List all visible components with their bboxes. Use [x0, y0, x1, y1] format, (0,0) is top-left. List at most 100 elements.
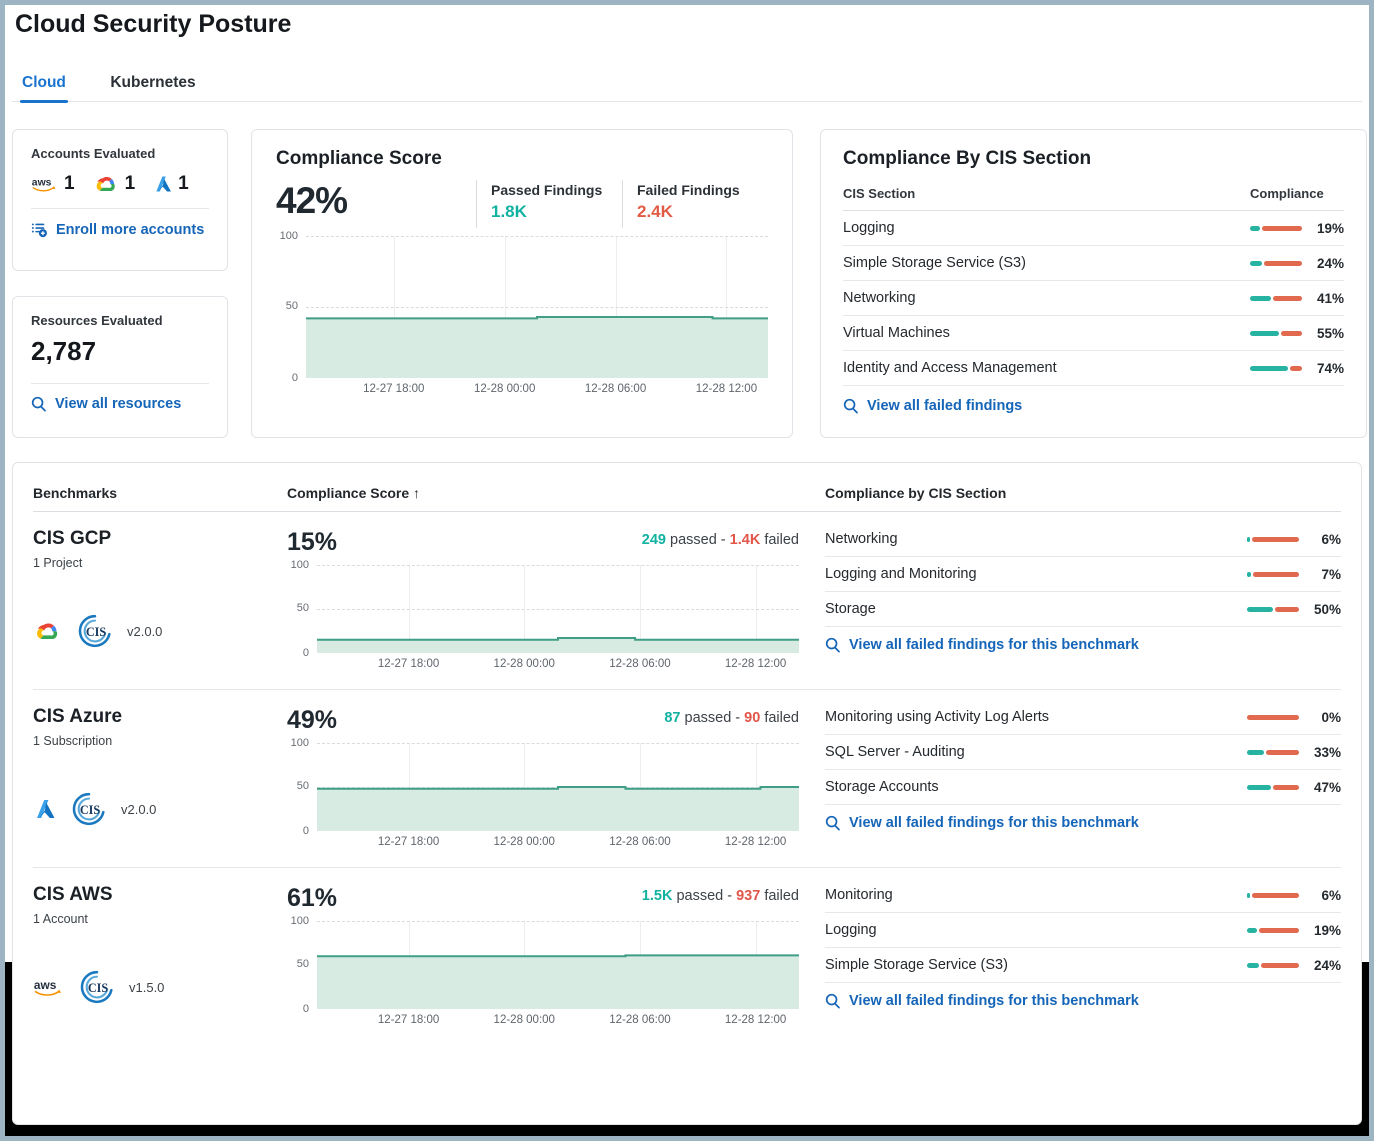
cis-section-label: Virtual Machines: [843, 325, 950, 341]
benchmark-logos: aws CIS v1.5.0: [33, 969, 261, 1031]
chart-plot-area: 12-27 18:00 12-28 00:00 12-28 06:00 12-28 1…: [306, 236, 768, 395]
cis-section-label: Simple Storage Service (S3): [843, 255, 1026, 271]
compliance-score-column-header[interactable]: Compliance Score ↑: [287, 485, 421, 501]
x-axis-tick: 12-28 00:00: [493, 1014, 555, 1026]
resources-evaluated-card: Resources Evaluated 2,787 View all resou…: [12, 296, 228, 438]
sort-ascending-icon: ↑: [413, 485, 421, 501]
benchmark-name: CIS Azure: [33, 706, 123, 727]
compliance-percent: 50%: [1313, 601, 1341, 617]
view-all-resources-link[interactable]: View all resources: [31, 396, 209, 412]
search-icon: [843, 398, 858, 414]
cis-logo-icon: CIS: [72, 792, 105, 826]
aws-logo-icon: aws: [34, 978, 61, 996]
cis-section-row: Logging 19%: [825, 913, 1341, 948]
benchmark-cis-sections: Monitoring 6% Logging 19% Simple Storage S…: [825, 884, 1341, 1031]
compliance-bar: [1247, 606, 1299, 612]
compliance-bar: [1247, 571, 1299, 577]
compliance-by-cis-section-title: Compliance By CIS Section: [843, 148, 1092, 169]
y-axis-labels: 100 50 0: [279, 230, 298, 384]
compliance-bar: [1250, 295, 1302, 301]
cis-section-row: Identity and Access Management 74%: [843, 351, 1344, 386]
compliance-percent: 24%: [1313, 957, 1341, 973]
svg-text:aws: aws: [34, 978, 57, 992]
compliance-bar: [1247, 749, 1299, 755]
view-failed-findings-benchmark-link[interactable]: View all failed findings for this benchm…: [825, 637, 1341, 653]
compliance-bar: [1250, 365, 1302, 371]
compliance-bar: [1247, 962, 1299, 968]
cis-section-row: Virtual Machines 55%: [843, 316, 1344, 351]
failed-findings-stat: Failed Findings 2.4K: [622, 180, 768, 228]
benchmarks-column-header: Benchmarks: [33, 485, 118, 501]
benchmark-scope: 1 Project: [33, 556, 83, 570]
failed-findings-value: 2.4K: [637, 202, 673, 221]
accounts-evaluated-title: Accounts Evaluated: [31, 146, 156, 161]
resources-count: 2,787: [31, 336, 97, 366]
cis-section-row: Networking 41%: [843, 281, 1344, 316]
x-axis-tick: 12-28 12:00: [724, 1014, 787, 1026]
cis-logo-icon: CIS: [78, 614, 111, 648]
cis-table-header: CIS Section Compliance: [843, 186, 1344, 211]
compliance-bar: [1247, 927, 1299, 933]
compliance-percent: 19%: [1313, 922, 1341, 938]
benchmarks-card: Benchmarks Compliance Score ↑ Compliance…: [12, 462, 1362, 1125]
divider: [31, 383, 209, 384]
compliance-percent: 6%: [1321, 531, 1341, 547]
chart-plot-area: 12-27 18:00 12-28 00:00 12-28 06:00 12-28 1…: [317, 565, 799, 670]
benchmark-rows: CIS GCP 1 Project CIS v2.0.0 15% 249 pas…: [33, 512, 1341, 1045]
x-axis-tick: 12-28 00:00: [473, 383, 536, 395]
tab-bar: Cloud Kubernetes: [12, 68, 1362, 103]
benchmark-logos: CIS v2.0.0: [33, 791, 261, 853]
cis-section-row: Networking 6%: [825, 522, 1341, 557]
benchmark-passed-failed: 1.5K passed - 937 failed: [641, 888, 799, 904]
x-axis-tick: 12-28 06:00: [609, 658, 671, 670]
benchmark-name: CIS AWS: [33, 884, 113, 905]
search-icon: [31, 396, 46, 412]
compliance-score-card: Compliance Score 42% Passed Findings 1.8…: [251, 129, 793, 438]
provider-count-gcp: 1: [93, 173, 135, 195]
benchmark-row-gcp: CIS GCP 1 Project CIS v2.0.0 15% 249 pas…: [33, 512, 1341, 690]
compliance-percent: 74%: [1316, 360, 1344, 376]
benchmark-score: 15%: [287, 528, 338, 556]
cis-section-row: Logging and Monitoring 7%: [825, 557, 1341, 592]
svg-text:CIS: CIS: [80, 803, 101, 817]
compliance-percent: 19%: [1316, 220, 1344, 236]
compliance-by-cis-section-card: Compliance By CIS Section CIS Section Co…: [820, 129, 1367, 438]
benchmark-scope: 1 Subscription: [33, 734, 113, 748]
cis-section-row: Simple Storage Service (S3) 24%: [825, 948, 1341, 983]
benchmark-score: 49%: [287, 706, 338, 734]
compliance-percent: 24%: [1316, 255, 1344, 271]
view-failed-findings-benchmark-link[interactable]: View all failed findings for this benchm…: [825, 815, 1341, 831]
x-axis-tick: 12-28 06:00: [609, 836, 671, 848]
view-failed-findings-benchmark-link[interactable]: View all failed findings for this benchm…: [825, 993, 1341, 1009]
cis-section-label: Monitoring: [825, 887, 893, 903]
cis-section-label: Logging: [843, 220, 895, 236]
cis-logo-icon: CIS: [80, 970, 113, 1004]
cis-section-label: SQL Server - Auditing: [825, 744, 965, 760]
cis-section-row: SQL Server - Auditing 33%: [825, 735, 1341, 770]
benchmark-version: v2.0.0: [127, 623, 163, 639]
compliance-percent: 0%: [1321, 709, 1341, 725]
compliance-bar: [1250, 225, 1302, 231]
azure-logo-icon: [156, 176, 172, 192]
enroll-more-accounts-link[interactable]: Enroll more accounts: [31, 221, 209, 238]
provider-counts: aws 1 1 1: [31, 173, 209, 195]
compliance-by-cis-section-column-header: Compliance by CIS Section: [825, 485, 1007, 501]
view-all-failed-findings-link[interactable]: View all failed findings: [843, 398, 1344, 414]
cis-section-row: Logging 19%: [843, 211, 1344, 246]
x-axis-tick: 12-27 18:00: [363, 383, 425, 395]
cis-section-label: Monitoring using Activity Log Alerts: [825, 709, 1050, 725]
cis-section-label: Networking: [825, 531, 898, 547]
compliance-percent: 47%: [1313, 779, 1341, 795]
compliance-bar: [1250, 330, 1302, 336]
benchmark-logos: CIS v2.0.0: [33, 613, 261, 675]
x-axis-tick: 12-28 00:00: [493, 658, 555, 670]
cis-section-label: Identity and Access Management: [843, 360, 1057, 376]
tab-kubernetes[interactable]: Kubernetes: [110, 74, 196, 91]
cis-section-label: Storage: [825, 601, 876, 617]
cis-section-label: Storage Accounts: [825, 779, 939, 795]
overall-compliance-score: 42%: [276, 180, 348, 221]
cis-section-column-header: CIS Section: [843, 186, 916, 201]
tab-cloud[interactable]: Cloud: [20, 68, 68, 103]
gcp-logo-icon: [37, 623, 58, 640]
compliance-bar: [1250, 260, 1302, 266]
